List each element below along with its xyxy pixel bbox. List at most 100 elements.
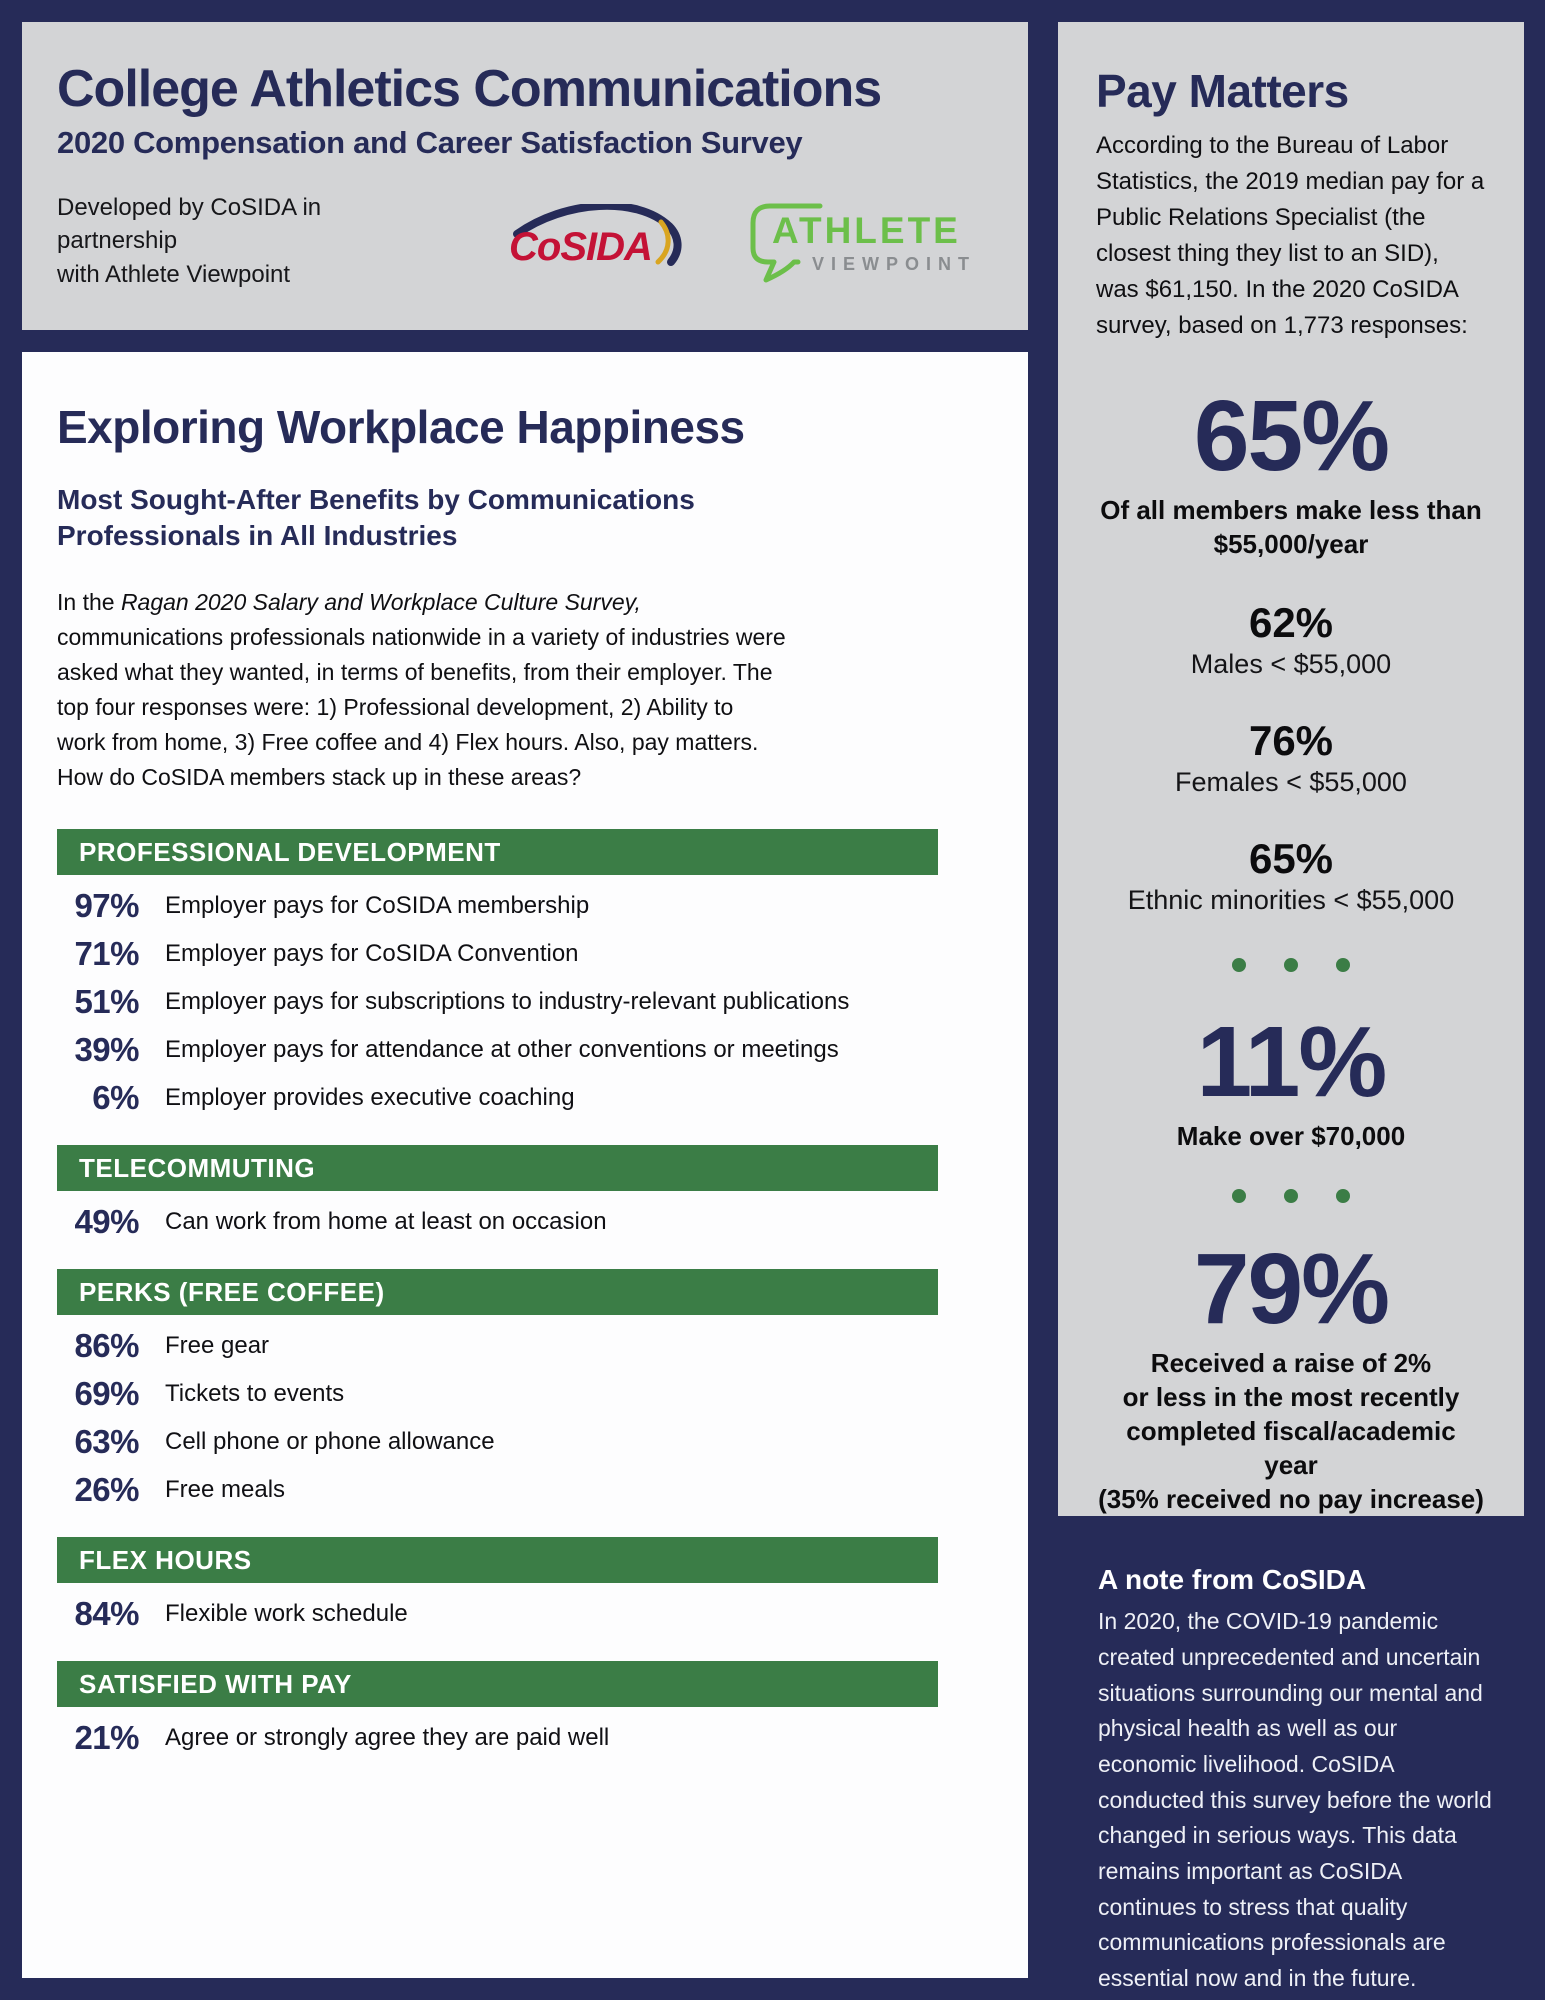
stat-11-caption: Make over $70,000 bbox=[1176, 1120, 1406, 1151]
stat-65-caption-line2: $55,000/year bbox=[1213, 528, 1369, 559]
stat-percent: 86% bbox=[74, 1326, 139, 1364]
page-title: College Athletics Communications bbox=[57, 60, 882, 118]
stat-label: Employer provides executive coaching bbox=[165, 1083, 575, 1111]
stat-label: Free meals bbox=[165, 1475, 286, 1503]
intro-post: communications professionals nationwide … bbox=[57, 623, 786, 790]
note-heading: A note from CoSIDA bbox=[1098, 1564, 1367, 1596]
stat-row: 26% Free meals bbox=[57, 1471, 938, 1509]
stat-minorities-percent: 65% bbox=[1248, 834, 1334, 882]
stat-males-percent: 62% bbox=[1248, 598, 1334, 646]
main-subheading-line1: Most Sought-After Benefits by Communicat… bbox=[57, 484, 695, 515]
stat-row: 21% Agree or strongly agree they are pai… bbox=[57, 1719, 938, 1757]
page-frame: College Athletics Communications 2020 Co… bbox=[22, 22, 1524, 1991]
section-header-bar: PERKS (FREE COFFEE) bbox=[57, 1268, 938, 1315]
stat-percent: 49% bbox=[74, 1202, 139, 1240]
dots-separator bbox=[1096, 957, 1486, 972]
athlete-viewpoint-logo: ATHLETE VIEWPOINT bbox=[740, 198, 995, 284]
dots-separator bbox=[1096, 1189, 1486, 1204]
stat-label: Agree or strongly agree they are paid we… bbox=[165, 1723, 610, 1751]
dot-icon bbox=[1232, 1189, 1246, 1204]
athlete-logo-text: ATHLETE bbox=[772, 209, 961, 251]
stat-label: Tickets to events bbox=[165, 1379, 345, 1407]
main-heading: Exploring Workplace Happiness bbox=[57, 401, 745, 453]
section-professional-development: PROFESSIONAL DEVELOPMENT 97% Employer pa… bbox=[57, 828, 938, 1117]
section-satisfied-with-pay: SATISFIED WITH PAY 21% Agree or strongly… bbox=[57, 1660, 938, 1757]
section-telecommuting: TELECOMMUTING 49% Can work from home at … bbox=[57, 1144, 938, 1241]
stat-79-caption: Received a raise of 2% or less in the mo… bbox=[1096, 1347, 1486, 1516]
stat-percent: 97% bbox=[74, 886, 139, 924]
dot-icon bbox=[1336, 1189, 1350, 1204]
section-flex-hours: FLEX HOURS 84% Flexible work schedule bbox=[57, 1536, 938, 1633]
dot-icon bbox=[1284, 1189, 1298, 1204]
developed-by-line1: Developed by CoSIDA in partnership bbox=[57, 193, 322, 255]
stat-79-caption-line1: Received a raise of 2% bbox=[1150, 1348, 1432, 1379]
intro-pre: In the bbox=[57, 588, 121, 615]
note-body: In 2020, the COVID-19 pandemic created u… bbox=[1098, 1608, 1492, 1991]
stat-row: 69% Tickets to events bbox=[57, 1375, 938, 1413]
stat-females-caption: Females < $55,000 bbox=[1175, 766, 1407, 797]
stat-row: 63% Cell phone or phone allowance bbox=[57, 1423, 938, 1461]
cosida-note: A note from CoSIDA In 2020, the COVID-19… bbox=[1058, 1516, 1524, 1996]
stat-row: 6% Employer provides executive coaching bbox=[57, 1079, 938, 1117]
pay-matters-intro: According to the Bureau of Labor Statist… bbox=[1096, 132, 1485, 339]
main-panel: Exploring Workplace Happiness Most Sough… bbox=[22, 352, 1028, 1978]
stat-11-percent: 11% bbox=[1196, 1005, 1388, 1118]
stat-row: 49% Can work from home at least on occas… bbox=[57, 1203, 938, 1241]
stat-percent: 39% bbox=[74, 1030, 139, 1068]
intro-paragraph: In the Ragan 2020 Salary and Workplace C… bbox=[57, 585, 787, 795]
section-header-bar: SATISFIED WITH PAY bbox=[57, 1660, 938, 1707]
section-header-bar: TELECOMMUTING bbox=[57, 1144, 938, 1191]
stat-65-percent: 65% bbox=[1193, 380, 1390, 492]
dot-icon bbox=[1284, 957, 1298, 972]
pay-matters-heading: Pay Matters bbox=[1096, 65, 1349, 117]
stat-label: Employer pays for CoSIDA Convention bbox=[165, 939, 579, 967]
stat-label: Flexible work schedule bbox=[165, 1599, 408, 1627]
stat-row: 97% Employer pays for CoSIDA membership bbox=[57, 887, 938, 925]
dot-icon bbox=[1232, 957, 1246, 972]
section-perks: PERKS (FREE COFFEE) 86% Free gear 69% Ti… bbox=[57, 1268, 938, 1509]
main-subheading: Most Sought-After Benefits by Communicat… bbox=[57, 482, 938, 555]
stat-percent: 6% bbox=[92, 1078, 139, 1116]
stat-row: 39% Employer pays for attendance at othe… bbox=[57, 1031, 938, 1069]
stat-percent: 84% bbox=[74, 1594, 139, 1632]
stat-row: 86% Free gear bbox=[57, 1327, 938, 1365]
stat-65-caption: Of all members make less than $55,000/ye… bbox=[1096, 494, 1486, 562]
intro-italic: Ragan 2020 Salary and Workplace Culture … bbox=[120, 588, 641, 615]
stat-79-caption-line3: completed fiscal/academic year bbox=[1126, 1415, 1456, 1480]
section-header-bar: PROFESSIONAL DEVELOPMENT bbox=[57, 828, 938, 875]
viewpoint-logo-text: VIEWPOINT bbox=[812, 253, 977, 274]
stat-percent: 63% bbox=[74, 1422, 139, 1460]
section-header-bar: FLEX HOURS bbox=[57, 1536, 938, 1583]
left-column: College Athletics Communications 2020 Co… bbox=[22, 22, 1028, 1978]
stat-79-caption-line4: (35% received no pay increase) bbox=[1098, 1483, 1484, 1514]
header-bottom-row: Developed by CoSIDA in partnership with … bbox=[57, 191, 1008, 292]
stat-percent: 51% bbox=[74, 982, 139, 1020]
stat-label: Free gear bbox=[165, 1331, 270, 1359]
stat-label: Employer pays for attendance at other co… bbox=[165, 1035, 839, 1063]
main-subheading-line2: Professionals in All Industries bbox=[57, 520, 458, 552]
speech-bubble-icon bbox=[750, 203, 823, 283]
stat-label: Employer pays for subscriptions to indus… bbox=[165, 987, 850, 1015]
stat-percent: 71% bbox=[74, 934, 139, 972]
stat-79-caption-line2: or less in the most recently bbox=[1122, 1382, 1460, 1413]
page-subtitle: 2020 Compensation and Career Satisfactio… bbox=[57, 124, 803, 160]
stat-percent: 69% bbox=[74, 1374, 139, 1412]
stat-row: 51% Employer pays for subscriptions to i… bbox=[57, 983, 938, 1021]
stat-males-caption: Males < $55,000 bbox=[1190, 648, 1392, 679]
stat-percent: 26% bbox=[74, 1470, 139, 1508]
stat-row: 84% Flexible work schedule bbox=[57, 1595, 938, 1633]
stat-label: Employer pays for CoSIDA membership bbox=[165, 891, 590, 919]
cosida-swoosh-icon bbox=[513, 203, 682, 266]
right-column: Pay Matters According to the Bureau of L… bbox=[1058, 22, 1524, 1991]
stat-percent: 21% bbox=[74, 1718, 139, 1756]
stat-row: 71% Employer pays for CoSIDA Convention bbox=[57, 935, 938, 973]
developed-by-text: Developed by CoSIDA in partnership with … bbox=[57, 191, 429, 292]
developed-by-line2: with Athlete Viewpoint bbox=[57, 260, 291, 288]
stat-minorities-caption: Ethnic minorities < $55,000 bbox=[1127, 884, 1455, 915]
stat-65-caption-line1: Of all members make less than bbox=[1100, 495, 1482, 525]
cosida-logo-text: CoSIDA bbox=[509, 224, 653, 269]
stat-females-percent: 76% bbox=[1248, 716, 1334, 764]
cosida-logo: CoSIDA bbox=[507, 203, 692, 278]
stat-label: Can work from home at least on occasion bbox=[165, 1207, 607, 1235]
stat-79-percent: 79% bbox=[1193, 1233, 1390, 1346]
